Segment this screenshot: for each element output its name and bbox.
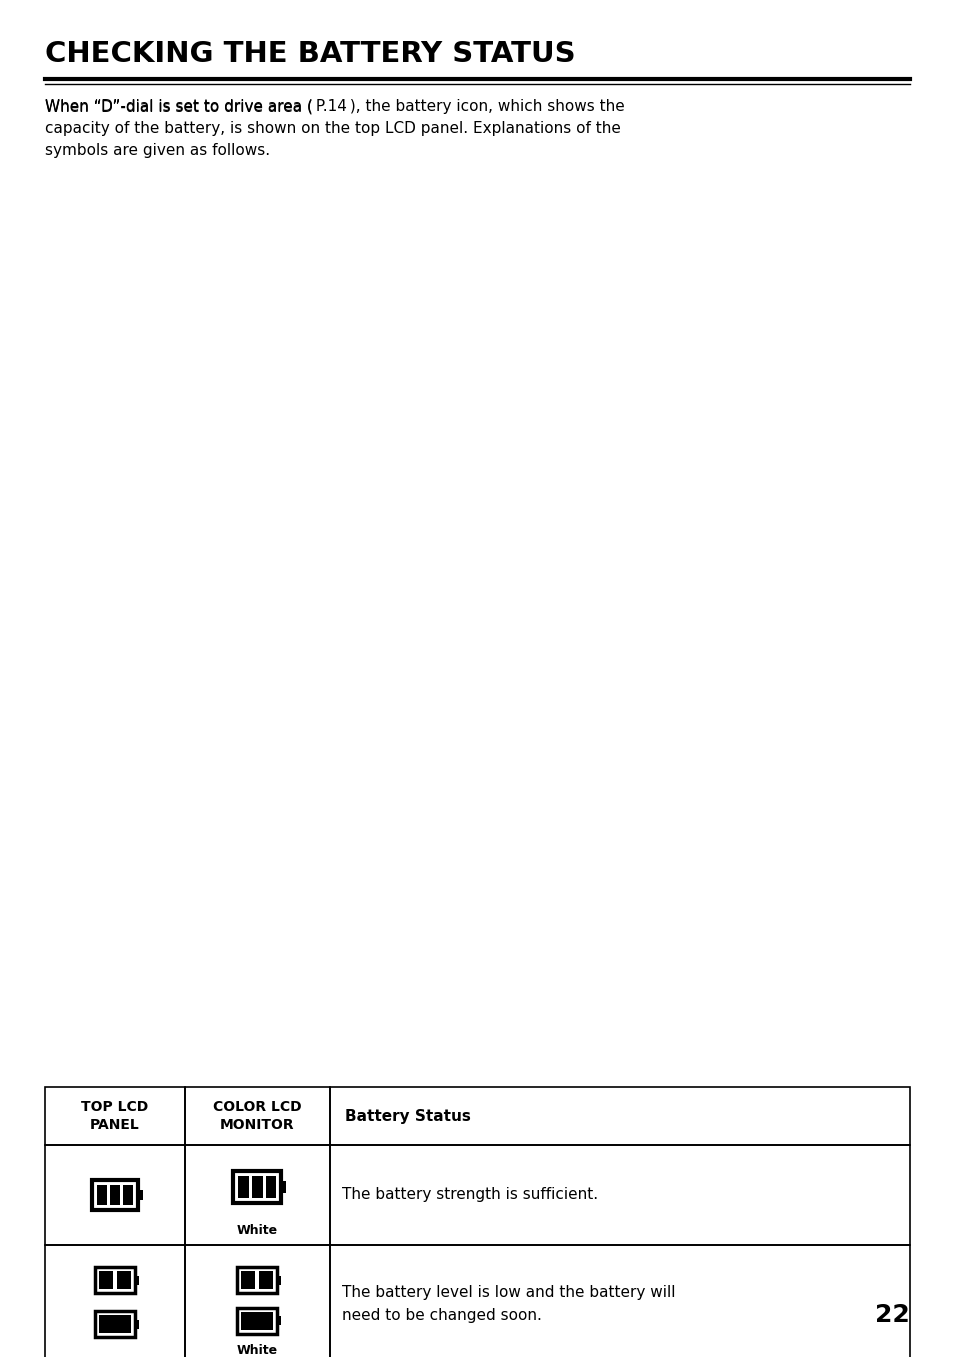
Bar — [185, 1145, 330, 1244]
Text: 22: 22 — [874, 1303, 909, 1327]
Text: TOP LCD
PANEL: TOP LCD PANEL — [81, 1099, 149, 1132]
Bar — [45, 1087, 185, 1145]
Text: Battery Status: Battery Status — [345, 1109, 471, 1124]
Bar — [277, 1276, 281, 1285]
Bar — [259, 1272, 274, 1289]
Bar — [241, 1272, 255, 1289]
Bar — [241, 1311, 274, 1330]
Bar — [330, 1244, 909, 1357]
Bar — [277, 1316, 281, 1324]
Bar — [281, 1182, 286, 1193]
Bar — [135, 1319, 139, 1329]
Text: symbols are given as follows.: symbols are given as follows. — [45, 142, 270, 157]
Bar — [233, 1171, 281, 1204]
Bar — [252, 1177, 263, 1198]
Bar — [330, 1145, 909, 1244]
Bar — [95, 1267, 135, 1293]
Bar — [45, 1145, 185, 1244]
Bar — [185, 1087, 330, 1145]
Bar — [91, 1181, 138, 1210]
Text: The battery level is low and the battery will
need to be changed soon.: The battery level is low and the battery… — [341, 1285, 675, 1323]
Bar — [97, 1185, 107, 1205]
Bar — [135, 1276, 139, 1285]
Text: COLOR LCD
MONITOR: COLOR LCD MONITOR — [213, 1099, 301, 1132]
Bar — [237, 1267, 277, 1293]
Bar — [237, 1308, 277, 1334]
Text: White: White — [236, 1224, 277, 1238]
Bar — [45, 1244, 185, 1357]
Bar — [99, 1272, 112, 1289]
Bar — [185, 1244, 330, 1357]
Text: CHECKING THE BATTERY STATUS: CHECKING THE BATTERY STATUS — [45, 39, 575, 68]
Bar — [123, 1185, 132, 1205]
Text: capacity of the battery, is shown on the top LCD panel. Explanations of the: capacity of the battery, is shown on the… — [45, 121, 620, 136]
Bar — [110, 1185, 120, 1205]
Bar — [138, 1190, 143, 1200]
Bar — [117, 1272, 131, 1289]
Bar — [99, 1315, 131, 1333]
Text: When “D”-dial is set to drive area ( P.14 ), the battery icon, which shows the: When “D”-dial is set to drive area ( P.1… — [45, 99, 624, 114]
Text: The battery strength is sufficient.: The battery strength is sufficient. — [341, 1187, 598, 1202]
Bar — [266, 1177, 276, 1198]
Text: When “D”-dial is set to drive area (: When “D”-dial is set to drive area ( — [45, 99, 315, 114]
Bar — [238, 1177, 249, 1198]
Bar — [330, 1087, 909, 1145]
Text: White: White — [236, 1343, 277, 1357]
Bar — [95, 1311, 135, 1337]
